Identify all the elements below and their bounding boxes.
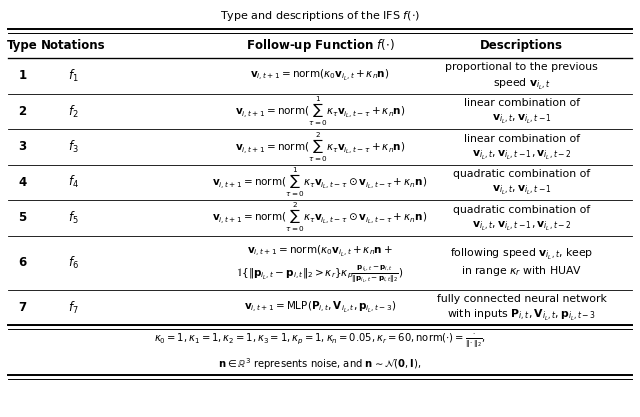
Text: $\mathbf{v}_{i_L,t}, \mathbf{v}_{i_L,t-1}, \mathbf{v}_{i_L,t-2}$: $\mathbf{v}_{i_L,t}, \mathbf{v}_{i_L,t-1… bbox=[472, 220, 572, 233]
Text: $f_7$: $f_7$ bbox=[68, 299, 79, 316]
Text: $f_2$: $f_2$ bbox=[68, 103, 79, 120]
Text: $f_1$: $f_1$ bbox=[68, 68, 79, 84]
Text: quadratic combination of: quadratic combination of bbox=[453, 205, 590, 214]
Text: fully connected neural network: fully connected neural network bbox=[436, 294, 607, 304]
Text: 7: 7 bbox=[19, 301, 26, 314]
Text: Type and descriptions of the IFS $f(\cdot)$: Type and descriptions of the IFS $f(\cdo… bbox=[220, 9, 420, 23]
Text: with inputs $\mathbf{P}_{i,t}, \mathbf{V}_{i_L,t}, \mathbf{p}_{i_L,t-3}$: with inputs $\mathbf{P}_{i,t}, \mathbf{V… bbox=[447, 308, 596, 324]
Text: $\mathbf{v}_{i,t+1} = \mathrm{MLP}(\mathbf{P}_{i,t}, \mathbf{V}_{i_L,t}, \mathbf: $\mathbf{v}_{i,t+1} = \mathrm{MLP}(\math… bbox=[244, 300, 396, 315]
Text: $\mathbf{n} \in \mathbb{R}^3$ represents noise, and $\mathbf{n} \sim \mathcal{N}: $\mathbf{n} \in \mathbb{R}^3$ represents… bbox=[218, 356, 422, 372]
Text: 3: 3 bbox=[19, 141, 26, 153]
Text: Type: Type bbox=[7, 39, 38, 52]
Text: $f_6$: $f_6$ bbox=[68, 255, 79, 271]
Text: $\mathbb{1}\{\|\mathbf{p}_{i_L,t} - \mathbf{p}_{i,t}\|_2 > \kappa_r\} \kappa_p \: $\mathbb{1}\{\|\mathbf{p}_{i_L,t} - \mat… bbox=[236, 264, 404, 285]
Text: Descriptions: Descriptions bbox=[480, 39, 563, 52]
Text: linear combination of: linear combination of bbox=[463, 98, 580, 108]
Text: $\mathbf{v}_{i,t+1} = \mathrm{norm}(\sum_{\tau=0}^{1} \kappa_\tau \mathbf{v}_{i_: $\mathbf{v}_{i,t+1} = \mathrm{norm}(\sum… bbox=[235, 95, 405, 128]
Text: in range $\kappa_r$ with HUAV: in range $\kappa_r$ with HUAV bbox=[461, 264, 582, 278]
Text: $\mathbf{v}_{i,t+1} = \mathrm{norm}(\kappa_0 \mathbf{v}_{i_L,t} + \kappa_n \math: $\mathbf{v}_{i,t+1} = \mathrm{norm}(\kap… bbox=[247, 244, 393, 259]
Text: $\mathbf{v}_{i,t+1} = \mathrm{norm}(\kappa_0 \mathbf{v}_{i_L,t} + \kappa_n \math: $\mathbf{v}_{i,t+1} = \mathrm{norm}(\kap… bbox=[250, 68, 390, 83]
Text: proportional to the previous: proportional to the previous bbox=[445, 63, 598, 72]
Text: 6: 6 bbox=[19, 256, 26, 269]
Text: Notations: Notations bbox=[42, 39, 106, 52]
Text: $f_5$: $f_5$ bbox=[68, 210, 79, 226]
Text: $\mathbf{v}_{i,t+1} = \mathrm{norm}(\sum_{\tau=0}^{2} \kappa_\tau \mathbf{v}_{i_: $\mathbf{v}_{i,t+1} = \mathrm{norm}(\sum… bbox=[235, 131, 405, 163]
Text: $\mathbf{v}_{i_L,t}, \mathbf{v}_{i_L,t-1}$: $\mathbf{v}_{i_L,t}, \mathbf{v}_{i_L,t-1… bbox=[492, 184, 552, 197]
Text: $\mathbf{v}_{i_L,t}, \mathbf{v}_{i_L,t-1}$: $\mathbf{v}_{i_L,t}, \mathbf{v}_{i_L,t-1… bbox=[492, 113, 552, 126]
Text: $\mathbf{v}_{i,t+1} = \mathrm{norm}(\sum_{\tau=0}^{2} \kappa_\tau \mathbf{v}_{i_: $\mathbf{v}_{i,t+1} = \mathrm{norm}(\sum… bbox=[212, 201, 428, 234]
Text: 1: 1 bbox=[19, 69, 26, 82]
Text: Follow-up Function $f(\cdot)$: Follow-up Function $f(\cdot)$ bbox=[246, 37, 394, 54]
Text: following speed $\mathbf{v}_{i_L,t}$, keep: following speed $\mathbf{v}_{i_L,t}$, ke… bbox=[450, 247, 593, 262]
Text: $\mathbf{v}_{i_L,t}, \mathbf{v}_{i_L,t-1}, \mathbf{v}_{i_L,t-2}$: $\mathbf{v}_{i_L,t}, \mathbf{v}_{i_L,t-1… bbox=[472, 149, 572, 162]
Text: 4: 4 bbox=[19, 176, 26, 189]
Text: $\mathbf{v}_{i,t+1} = \mathrm{norm}(\sum_{\tau=0}^{1} \kappa_\tau \mathbf{v}_{i_: $\mathbf{v}_{i,t+1} = \mathrm{norm}(\sum… bbox=[212, 166, 428, 199]
Text: 2: 2 bbox=[19, 105, 26, 118]
Text: speed $\mathbf{v}_{i_L,t}$: speed $\mathbf{v}_{i_L,t}$ bbox=[493, 76, 550, 92]
Text: $f_4$: $f_4$ bbox=[68, 174, 79, 191]
Text: $\kappa_0 = 1, \kappa_1 = 1, \kappa_2 = 1, \kappa_3 = 1, \kappa_p = 1, \kappa_n : $\kappa_0 = 1, \kappa_1 = 1, \kappa_2 = … bbox=[154, 332, 486, 349]
Text: linear combination of: linear combination of bbox=[463, 134, 580, 143]
Text: $f_3$: $f_3$ bbox=[68, 139, 79, 155]
Text: 5: 5 bbox=[19, 211, 26, 224]
Text: quadratic combination of: quadratic combination of bbox=[453, 169, 590, 179]
